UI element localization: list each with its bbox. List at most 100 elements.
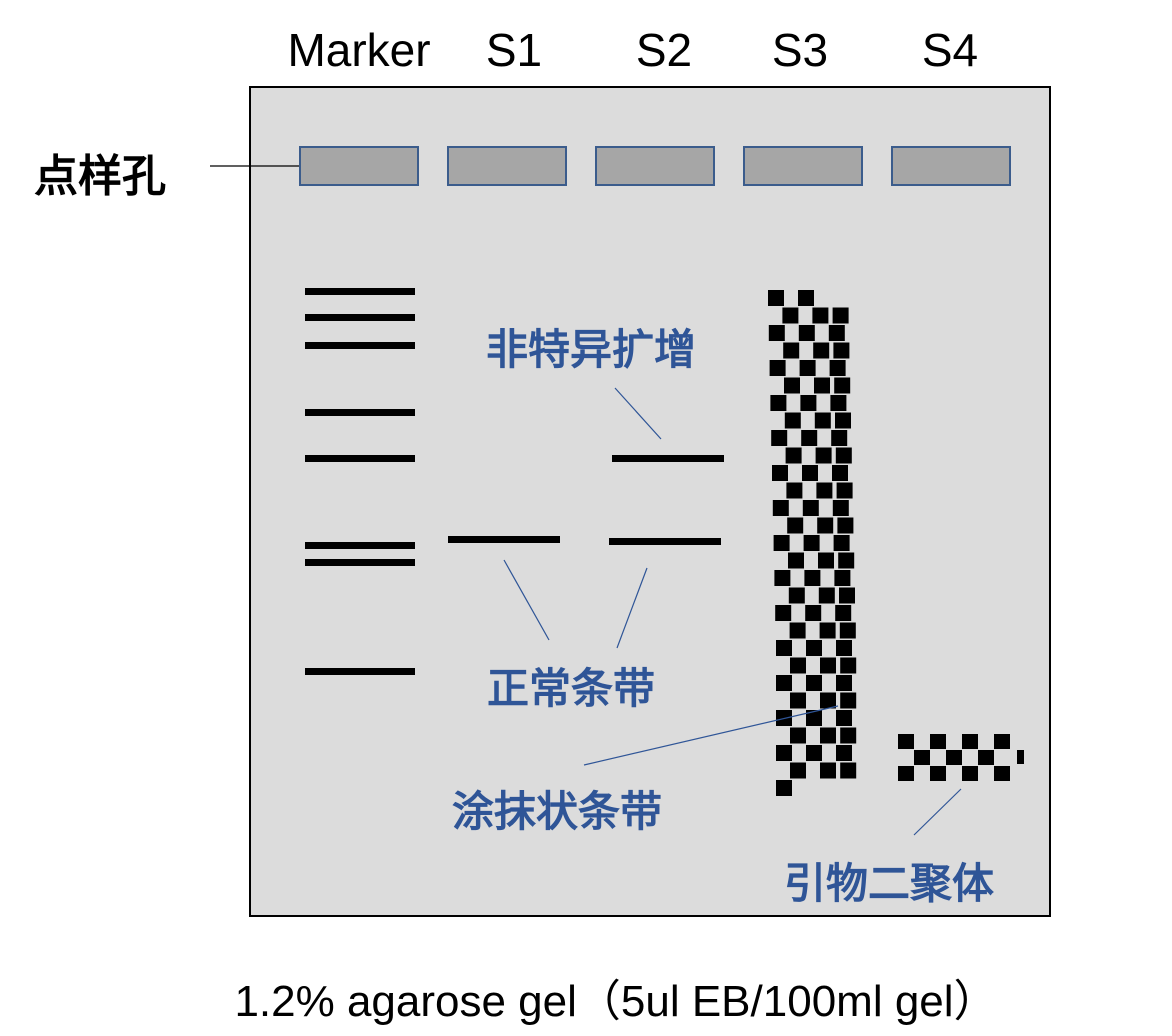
smear-block — [836, 640, 852, 656]
well-s4 — [891, 146, 1011, 186]
primer-dimer-leader-line — [913, 788, 962, 836]
lane-label-s4: S4 — [921, 24, 979, 76]
smear-block — [834, 570, 851, 586]
smear-block — [813, 342, 830, 359]
smear-block — [840, 692, 857, 709]
smear-block — [771, 430, 788, 446]
primer-dimer-block — [930, 734, 946, 749]
primer-dimer-block — [978, 750, 994, 765]
smear-block — [840, 762, 857, 779]
marker-band — [305, 559, 415, 566]
s2-nonspecific-band — [612, 455, 724, 462]
smear-block — [788, 587, 805, 604]
well-marker — [299, 146, 419, 186]
primer-dimer-block — [914, 750, 930, 765]
smear-block — [786, 482, 803, 499]
smear-block — [838, 552, 855, 569]
primer-dimer-block — [994, 734, 1010, 749]
smear-block — [798, 325, 815, 341]
primer-dimer-block — [1017, 750, 1024, 764]
smear-block — [802, 500, 819, 516]
smear-block — [840, 727, 857, 744]
lane-label-s1: S1 — [485, 24, 543, 76]
smear-block — [772, 465, 788, 481]
marker-band — [305, 542, 415, 549]
smear-block — [836, 710, 852, 726]
marker-band — [305, 314, 415, 321]
smear-block — [837, 517, 854, 534]
smear-block — [803, 535, 820, 551]
primer-dimer-label: 引物二聚体 — [784, 859, 995, 908]
smear-block — [818, 587, 835, 604]
smear-block — [812, 307, 829, 324]
smear-block — [834, 377, 851, 394]
smear-block — [836, 675, 852, 691]
well-s3 — [743, 146, 863, 186]
smear-block — [836, 745, 852, 761]
smear-block — [774, 570, 791, 586]
smear-block — [798, 290, 814, 306]
smear-block — [790, 692, 806, 709]
well-s1 — [447, 146, 567, 186]
smear-block — [785, 447, 802, 464]
smear-block — [773, 535, 790, 551]
normal-leader-line-s2 — [616, 567, 648, 649]
nonspecific-leader-line — [614, 387, 662, 440]
smear-block — [820, 692, 836, 709]
smear-block — [815, 447, 832, 464]
smear-block — [833, 535, 850, 551]
smear-label: 涂抹状条带 — [452, 787, 663, 836]
marker-band — [305, 342, 415, 349]
smear-block — [806, 640, 822, 656]
smear-block — [833, 342, 850, 359]
smear-block — [790, 657, 806, 674]
smear-block — [790, 762, 806, 779]
smear-block — [836, 482, 853, 499]
s1-normal-band — [448, 536, 560, 543]
smear-block — [840, 657, 857, 674]
smear-block — [799, 360, 816, 376]
smear-block — [828, 325, 845, 341]
smear-block — [806, 710, 822, 726]
primer-dimer-block — [898, 766, 914, 781]
gel-caption: 1.2% agarose gel（5ul EB/100ml gel） — [234, 977, 998, 1026]
smear-leader-line — [583, 705, 839, 766]
smear-block — [804, 570, 821, 586]
smear-block — [769, 360, 786, 376]
smear-block — [835, 447, 852, 464]
primer-dimer-block — [962, 734, 978, 749]
smear-block — [776, 780, 792, 796]
s2-normal-band — [609, 538, 721, 545]
smear-block — [839, 622, 856, 639]
smear-block — [816, 482, 833, 499]
smear-block — [820, 727, 836, 744]
smear-block — [783, 342, 800, 359]
primer-dimer-block — [994, 766, 1010, 781]
smear-block — [835, 412, 851, 429]
primer-dimer-block — [946, 750, 962, 765]
well-label: 点样孔 — [34, 151, 166, 202]
marker-band — [305, 288, 415, 295]
s3-smear — [768, 290, 1024, 796]
primer-dimer-block — [930, 766, 946, 781]
smear-block — [789, 622, 806, 639]
lane-label-marker: Marker — [287, 24, 431, 76]
marker-band — [305, 409, 415, 416]
smear-block — [801, 430, 818, 446]
marker-band — [305, 668, 415, 675]
normal-band-label: 正常条带 — [487, 664, 656, 713]
smear-block — [772, 500, 789, 516]
smear-block — [832, 465, 848, 481]
primer-dimer-block — [962, 766, 978, 781]
smear-block — [805, 605, 822, 621]
smear-block — [839, 587, 855, 604]
smear-block — [776, 745, 792, 761]
normal-leader-line-s1 — [503, 559, 550, 641]
smear-block — [829, 360, 846, 376]
smear-block — [814, 412, 831, 429]
smear-block — [835, 605, 852, 621]
smear-block — [787, 517, 804, 534]
smear-block — [831, 430, 848, 446]
smear-block — [817, 517, 834, 534]
